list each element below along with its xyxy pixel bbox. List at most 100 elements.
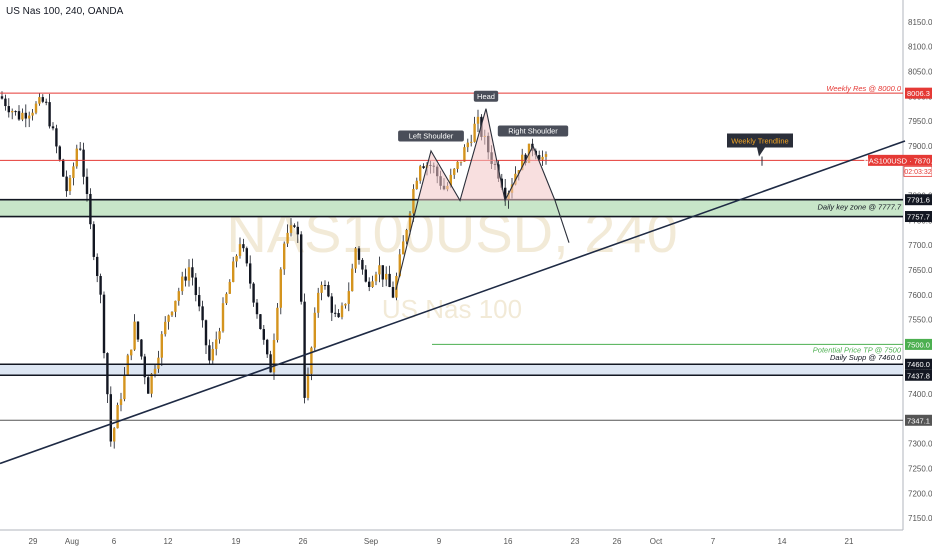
pattern-outline[interactable] xyxy=(417,108,556,203)
x-tick-label: 26 xyxy=(299,537,308,546)
candle-body xyxy=(415,180,418,189)
x-tick-label: 12 xyxy=(164,537,173,546)
candle-body xyxy=(38,97,41,104)
pattern-label: Left Shoulder xyxy=(409,131,454,140)
candle-body xyxy=(34,103,38,113)
candle-body xyxy=(289,225,293,233)
candle-body xyxy=(402,241,405,255)
candle-body xyxy=(68,177,72,192)
candle-body xyxy=(31,112,34,116)
candle-body xyxy=(330,296,333,313)
candle-body xyxy=(412,188,415,214)
candle-body xyxy=(238,244,242,256)
candle-body xyxy=(123,374,126,400)
candle-body xyxy=(422,166,425,169)
level-annotation: Daily Supp @ 7460.0 xyxy=(830,353,902,362)
zone-daily-supp xyxy=(0,364,903,376)
candle-body xyxy=(255,302,259,315)
candle-body xyxy=(191,267,194,278)
candle-body xyxy=(177,291,180,301)
candle-body xyxy=(313,312,316,348)
candle-body xyxy=(361,259,364,270)
candle-body xyxy=(453,168,456,175)
candle-body xyxy=(463,147,466,162)
candle-body xyxy=(143,356,146,378)
candle-body xyxy=(75,148,78,167)
countdown-tag xyxy=(903,165,932,177)
candle-body xyxy=(201,306,204,321)
level-annotation: Potential Price TP @ 7500 xyxy=(813,345,902,354)
weekly-trendline[interactable] xyxy=(0,140,906,465)
pattern-label-box xyxy=(497,125,569,137)
candle-body xyxy=(153,368,157,374)
candle-body xyxy=(51,126,55,129)
candle-body xyxy=(140,339,143,357)
candle-body xyxy=(334,312,337,314)
symbol-title: US Nas 100, 240, OANDA xyxy=(6,6,124,17)
candle-body xyxy=(323,284,327,286)
candle-body xyxy=(136,321,140,340)
candle-body xyxy=(368,281,371,287)
candle-body xyxy=(174,300,177,312)
y-tick-label: 7700.0 xyxy=(908,241,932,250)
candle-body xyxy=(517,170,520,174)
candle-body xyxy=(340,305,344,318)
candle-body xyxy=(272,340,276,373)
candle-body xyxy=(354,248,357,269)
candle-body xyxy=(17,111,21,120)
candle-body xyxy=(109,394,112,442)
trendline-label: Weekly Trendline xyxy=(731,137,788,146)
candle-body xyxy=(245,248,248,264)
y-tick-label: 7150.0 xyxy=(908,514,932,523)
candle-body xyxy=(306,373,310,398)
x-tick-label: 19 xyxy=(232,537,241,546)
y-tick-label: 8050.0 xyxy=(908,67,932,76)
candle-body xyxy=(286,232,289,244)
price-tag xyxy=(905,358,932,370)
candle-body xyxy=(466,142,469,148)
candle-body xyxy=(351,268,354,292)
plot-area[interactable] xyxy=(0,0,903,530)
candle-body xyxy=(106,353,109,395)
price-tag-label: 8006.3 xyxy=(907,89,930,98)
candle-body xyxy=(303,301,306,398)
candle-body xyxy=(398,254,401,276)
candle-body xyxy=(364,269,367,282)
candle-body xyxy=(459,161,463,163)
candle-body xyxy=(456,161,459,169)
candle-body xyxy=(14,111,17,113)
price-tag-label: 7460.0 xyxy=(907,360,930,369)
candle-body xyxy=(252,283,255,303)
candle-body xyxy=(544,154,548,157)
price-tag xyxy=(905,211,932,223)
trendline-callout xyxy=(727,133,793,157)
y-tick-label: 7650.0 xyxy=(908,266,932,275)
candle-body xyxy=(160,334,163,358)
candle-body xyxy=(215,339,218,349)
candle-body xyxy=(357,248,361,260)
candle-body xyxy=(381,265,384,280)
candle-body xyxy=(235,255,238,262)
price-tag-label: NAS100USD · 7870.9 xyxy=(863,156,932,165)
candle-body xyxy=(378,265,381,275)
candle-body xyxy=(344,303,347,306)
y-tick-label: 7200.0 xyxy=(908,489,932,498)
price-tag-label: 7347.1 xyxy=(907,416,930,425)
price-tag xyxy=(905,194,932,206)
price-tag-label: 7757.7 xyxy=(907,213,930,222)
candle-body xyxy=(228,281,231,294)
price-tag-label: 7437.8 xyxy=(907,371,930,380)
x-tick-label: Oct xyxy=(650,537,663,546)
x-tick-label: 23 xyxy=(571,537,580,546)
candle-body xyxy=(218,331,221,340)
candle-body xyxy=(449,174,452,186)
pattern-label: Head xyxy=(477,92,495,101)
candle-body xyxy=(55,128,58,147)
candle-body xyxy=(269,354,272,373)
candle-body xyxy=(89,193,92,225)
candle-body xyxy=(150,373,153,394)
candle-body xyxy=(266,339,269,355)
x-tick-label: Sep xyxy=(364,537,379,546)
